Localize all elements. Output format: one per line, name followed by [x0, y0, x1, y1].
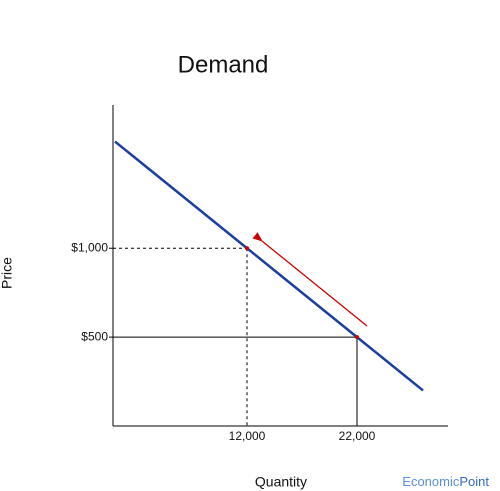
y-tick-label: $1,000 — [71, 240, 108, 254]
shift-arrow — [252, 232, 368, 327]
y-axis-label: Price — [0, 257, 15, 289]
watermark-part: Economic — [402, 474, 460, 489]
watermark-part: Point — [459, 474, 489, 489]
x-axis-label: Quantity — [255, 474, 307, 490]
x-tick-label: 22,000 — [339, 429, 376, 443]
y-tick-label: $500 — [81, 329, 108, 343]
demand-line — [114, 140, 424, 392]
point-marker — [355, 335, 359, 340]
watermark: EconomicPoint — [402, 474, 489, 489]
x-tick-label: 12,000 — [229, 429, 266, 443]
point-marker — [245, 246, 249, 251]
chart-title: Demand — [178, 51, 269, 78]
